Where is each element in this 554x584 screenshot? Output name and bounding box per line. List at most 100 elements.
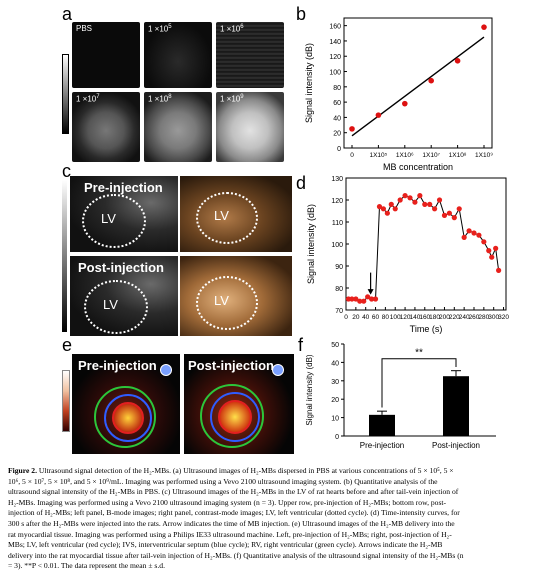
grayscale-colorbar bbox=[62, 54, 69, 134]
chart-b-xtick-label: 1X10⁵ bbox=[369, 152, 387, 159]
chart-b-xtick-label: 1X10⁶ bbox=[396, 152, 414, 159]
caption-text: delivery into the rat myocardial tissue … bbox=[8, 550, 464, 560]
caption-line: ultrasound signal intensity of the H₂-MB… bbox=[8, 487, 546, 498]
chart-b-frame bbox=[343, 17, 493, 149]
chart-d-ytick-label: 100 bbox=[331, 242, 343, 249]
chart-d-ytick-label: 80 bbox=[335, 286, 343, 293]
caption-text: injection of H₂-MBs; left panel, B-mode … bbox=[8, 508, 460, 518]
chart-b-ytick-label: 0 bbox=[337, 146, 341, 153]
chart-d-xtick-label: 0 bbox=[344, 314, 348, 321]
chart-d-point bbox=[353, 296, 359, 302]
chart-d-point bbox=[446, 210, 452, 216]
chart-b-point bbox=[454, 58, 461, 64]
panel-label-c: c bbox=[62, 161, 71, 181]
lv-dotted-circle-contrast-post bbox=[196, 276, 258, 330]
caption-line: rat myocardial tissue. Imaging was perfo… bbox=[8, 530, 546, 541]
caption-text: rat myocardial tissue. Imaging was perfo… bbox=[8, 529, 452, 539]
tile-pbs: PBS bbox=[72, 22, 140, 88]
chart-b-xtick-label: 1X10⁹ bbox=[475, 152, 493, 159]
tile-1e9-label: 1 ×109 bbox=[220, 94, 244, 104]
chart-d-xtick-label: 260 bbox=[469, 314, 480, 321]
chart-d-point bbox=[388, 201, 394, 207]
chart-d-ytick-label: 110 bbox=[332, 220, 343, 227]
chart-f-ytick-label: 30 bbox=[331, 379, 339, 386]
chart-b-ytick-label: 20 bbox=[333, 131, 341, 138]
chart-d-point bbox=[402, 193, 408, 199]
chart-d-xtick-label: 240 bbox=[459, 314, 470, 321]
chart-f-ytick-label: 50 bbox=[331, 342, 339, 349]
chart-d-xlabel: Time (s) bbox=[410, 324, 443, 334]
chart-b-ytick-label: 100 bbox=[329, 70, 341, 77]
echo-post: Post-injection bbox=[184, 354, 294, 454]
panel-label-a: a bbox=[62, 4, 73, 24]
chart-b-point bbox=[481, 24, 487, 30]
chart-d-point bbox=[372, 296, 379, 302]
ivs-circle-pre bbox=[104, 394, 152, 442]
chart-d-point bbox=[357, 298, 363, 304]
chart-d-point bbox=[476, 232, 482, 238]
lv-dotted-circle-pre bbox=[82, 194, 146, 248]
chart-d-point bbox=[436, 197, 443, 203]
lv-dotted-circle-post bbox=[84, 280, 148, 334]
chart-f-bar bbox=[369, 414, 395, 436]
tile-1e7: 1 ×107 bbox=[72, 92, 140, 162]
chart-b-fit-line bbox=[351, 36, 485, 137]
chart-d-point bbox=[432, 206, 438, 212]
chart-f-ytick-label: 0 bbox=[335, 434, 339, 441]
chart-d-xtick-label: 200 bbox=[439, 314, 450, 321]
chart-f-category-label: Post-injection bbox=[432, 441, 480, 450]
caption-line: delivery into the rat myocardial tissue … bbox=[8, 551, 546, 562]
lv-label-contrast-pre: LV bbox=[214, 208, 229, 223]
chart-b-xtick-label: 1X10⁷ bbox=[422, 152, 440, 159]
chart-d-point bbox=[384, 210, 390, 216]
caption-line: = 3). **P < 0.01. The data represent the… bbox=[8, 561, 546, 572]
chart-d-xtick-label: 20 bbox=[352, 314, 360, 321]
panel-label-d: d bbox=[296, 173, 307, 193]
chart-d-ytick-label: 120 bbox=[331, 198, 343, 205]
contrast-pre: LV bbox=[180, 176, 292, 252]
caption-text: MBs; LV, left ventricular (red cycle); I… bbox=[8, 540, 443, 550]
chart-d-point bbox=[427, 201, 433, 207]
chart-d-ytick-label: 90 bbox=[335, 264, 343, 271]
chart-d-point bbox=[481, 239, 487, 245]
figure-caption: Figure 2. Ultrasound signal detection of… bbox=[8, 466, 546, 572]
caption-line: MBs; LV, left ventricular (red cycle); I… bbox=[8, 540, 546, 551]
chart-d-point bbox=[496, 267, 502, 273]
chart-b-point bbox=[402, 100, 408, 107]
chart-d-xtick-label: 60 bbox=[372, 314, 380, 321]
post-injection-label-c: Post-injection bbox=[78, 260, 164, 275]
caption-text: ultrasound signal intensity of the H₂-MB… bbox=[8, 487, 459, 497]
chart-d-xtick-label: 280 bbox=[478, 314, 489, 321]
tile-1e6-label: 1 ×106 bbox=[220, 24, 244, 34]
chart-b-xtick-label: 1X10⁸ bbox=[449, 152, 467, 159]
chart-d-point bbox=[456, 206, 462, 212]
chart-d-xtick-label: 140 bbox=[409, 314, 420, 321]
lv-dotted-circle-contrast-pre bbox=[196, 192, 258, 244]
chart-d-xtick-label: 300 bbox=[488, 314, 499, 321]
heat-colorbar-e bbox=[62, 370, 70, 432]
caption-line: injection of H₂-MBs; left panel, B-mode … bbox=[8, 508, 546, 519]
contrast-post: LV bbox=[180, 256, 292, 336]
caption-text: Ultrasound signal detection of the H₂-MB… bbox=[36, 466, 454, 475]
chart-d-injection-arrowhead bbox=[367, 289, 374, 295]
chart-d-point bbox=[417, 193, 423, 199]
pre-injection-label-e: Pre-injection bbox=[78, 358, 157, 373]
chart-b-point bbox=[375, 112, 382, 118]
chart-b-ylabel: Signal intensity (dB) bbox=[304, 43, 314, 123]
chart-d-xtick-label: 220 bbox=[449, 314, 460, 321]
caption-line: 10⁶, 5 × 10⁷, 5 × 10⁸, and 5 × 10⁹/mL. I… bbox=[8, 477, 546, 488]
chart-d-xtick-label: 80 bbox=[382, 314, 390, 321]
caption-text: H₂-MBs. Imaging was performed using a Ve… bbox=[8, 497, 447, 507]
lv-label-contrast-post: LV bbox=[214, 293, 229, 308]
chart-b-ytick-label: 120 bbox=[329, 54, 341, 61]
caption-line: 300 s after the H₂-MBs were injected int… bbox=[8, 519, 546, 530]
tile-1e6: 1 ×106 bbox=[216, 22, 284, 88]
ivs-circle-post bbox=[210, 392, 260, 442]
bmode-pre: Pre-injection LV bbox=[70, 176, 178, 252]
chart-d-point bbox=[471, 230, 477, 236]
chart-d-point bbox=[376, 204, 383, 210]
chart-d-point bbox=[461, 234, 467, 240]
chart-d-point bbox=[493, 245, 499, 251]
caption-text: 300 s after the H₂-MBs were injected int… bbox=[8, 518, 455, 528]
chart-d-xtick-label: 100 bbox=[390, 314, 401, 321]
